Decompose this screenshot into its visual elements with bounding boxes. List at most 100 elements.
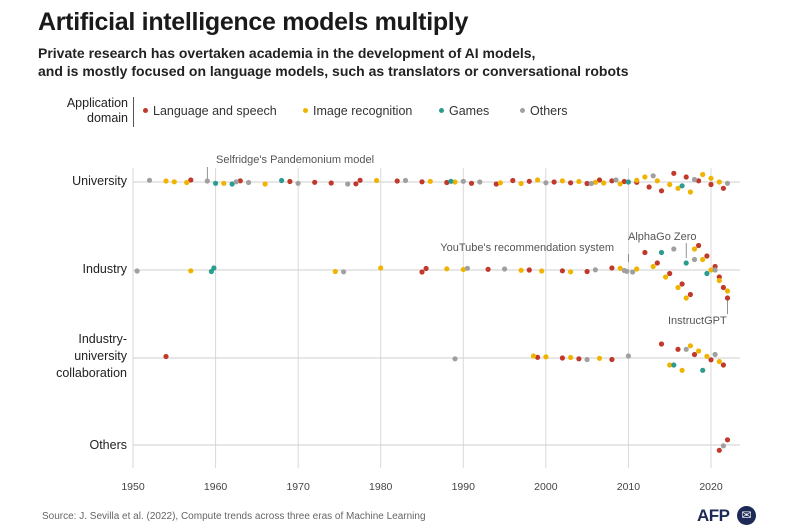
- grid-layer: [132, 168, 712, 468]
- data-point-2-8: [658, 249, 665, 256]
- data-point-1-32: [568, 269, 574, 275]
- data-points: [134, 170, 731, 453]
- data-point-0-49: [576, 356, 582, 362]
- data-point-1-28: [444, 266, 450, 272]
- data-point-1-30: [518, 267, 524, 273]
- data-point-0-1: [237, 178, 243, 184]
- x-tick-label-1990: 1990: [452, 481, 476, 493]
- data-point-3-0: [146, 177, 153, 183]
- data-point-1-48: [667, 362, 673, 368]
- data-point-0-48: [559, 355, 566, 361]
- data-point-2-1: [229, 181, 235, 187]
- data-point-0-22: [658, 188, 665, 194]
- data-point-2-11: [671, 362, 677, 368]
- x-tick-label-1970: 1970: [286, 481, 310, 493]
- data-point-1-51: [696, 348, 702, 354]
- data-point-3-18: [502, 266, 508, 272]
- data-point-1-53: [716, 358, 722, 365]
- row-baselines: [133, 181, 740, 446]
- row-label-collab-line-1: Industry-: [78, 332, 127, 346]
- data-point-1-21: [687, 189, 694, 195]
- row-label-university: University: [72, 174, 127, 188]
- data-point-1-23: [708, 175, 714, 181]
- data-point-0-9: [444, 179, 450, 186]
- data-point-0-6: [357, 177, 363, 183]
- data-point-3-13: [691, 176, 698, 183]
- data-point-1-18: [654, 178, 660, 184]
- row-label-collab-line-3: collaboration: [56, 366, 127, 380]
- data-point-1-27: [378, 265, 384, 271]
- data-point-1-12: [576, 178, 582, 185]
- data-point-0-28: [419, 269, 425, 275]
- x-axis-ticks: 1950 1960 1970 1980 1990 2000 2010 2020: [121, 481, 723, 493]
- data-point-0-40: [696, 242, 702, 249]
- data-point-1-20: [675, 185, 681, 191]
- data-point-0-16: [584, 180, 590, 187]
- data-point-0-52: [675, 346, 681, 352]
- data-point-0-39: [687, 291, 694, 298]
- data-point-3-9: [543, 180, 549, 186]
- data-point-0-14: [551, 179, 557, 185]
- data-point-2-2: [279, 177, 285, 184]
- data-point-3-22: [630, 269, 636, 275]
- afp-logo-text: AFP: [697, 506, 730, 525]
- data-point-3-10: [588, 180, 594, 187]
- data-point-0-31: [526, 267, 532, 273]
- data-point-3-7: [460, 178, 466, 184]
- data-point-1-49: [679, 367, 685, 373]
- data-point-1-41: [708, 267, 714, 273]
- data-point-3-19: [592, 267, 599, 273]
- data-point-2-4: [625, 179, 632, 185]
- data-point-1-6: [427, 178, 433, 184]
- afp-circle-icon: ✉: [737, 506, 756, 525]
- data-point-3-16: [341, 269, 347, 275]
- data-point-0-47: [535, 354, 541, 360]
- data-point-1-33: [617, 265, 623, 271]
- data-point-1-16: [634, 177, 640, 183]
- data-point-0-5: [353, 181, 359, 187]
- data-point-1-42: [716, 277, 722, 284]
- data-point-3-21: [624, 268, 630, 274]
- data-point-0-32: [559, 268, 566, 274]
- data-point-1-26: [332, 268, 338, 275]
- data-point-0-19: [621, 178, 627, 185]
- data-point-0-56: [716, 447, 722, 453]
- data-point-0-23: [671, 170, 677, 176]
- data-point-0-11: [493, 181, 499, 187]
- data-point-0-38: [679, 281, 685, 287]
- data-point-0-44: [720, 284, 727, 291]
- annotation-label-3: InstructGPT: [668, 315, 727, 327]
- data-point-1-35: [650, 263, 656, 270]
- data-point-1-29: [460, 266, 466, 273]
- data-point-0-25: [696, 178, 702, 184]
- data-point-1-46: [568, 354, 574, 361]
- data-point-1-4: [262, 181, 268, 187]
- data-point-3-28: [625, 353, 632, 359]
- data-point-3-12: [650, 173, 656, 179]
- data-point-2-12: [700, 367, 706, 373]
- data-point-0-15: [568, 180, 574, 186]
- data-point-0-13: [526, 178, 532, 184]
- legend-swatch-image: [303, 108, 308, 114]
- data-point-0-53: [691, 351, 698, 358]
- data-point-0-55: [720, 362, 727, 368]
- data-point-3-31: [720, 443, 727, 449]
- data-point-3-3: [246, 179, 252, 186]
- data-point-3-8: [477, 179, 483, 185]
- annotation-label-0: Selfridge's Pandemonium model: [216, 154, 374, 166]
- data-point-0-46: [163, 353, 169, 360]
- subtitle-line-1: Private research has overtaken academia …: [38, 45, 536, 61]
- data-point-0-57: [724, 437, 731, 443]
- annotations: Selfridge's Pandemonium model YouTube's r…: [206, 154, 728, 327]
- row-label-collab-line-2: university: [74, 349, 127, 363]
- data-point-3-5: [345, 181, 351, 187]
- legend-item-language: Language and speech: [143, 104, 277, 118]
- data-point-3-6: [402, 177, 409, 184]
- data-point-1-31: [539, 268, 545, 274]
- data-point-1-8: [497, 180, 503, 186]
- data-point-1-40: [700, 256, 706, 263]
- legend-title-line-1: Application: [66, 96, 128, 110]
- x-tick-label-2020: 2020: [699, 481, 723, 493]
- legend-label-games: Games: [449, 104, 490, 118]
